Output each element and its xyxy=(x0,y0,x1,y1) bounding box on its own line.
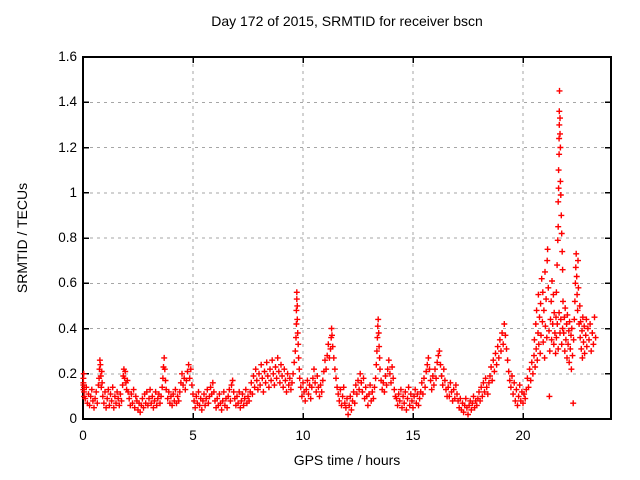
y-tick-label: 1.4 xyxy=(58,94,77,110)
x-tick-label: 15 xyxy=(405,428,421,443)
x-tick-label: 5 xyxy=(189,428,197,443)
plot-border xyxy=(82,56,612,420)
chart-title: Day 172 of 2015, SRMTID for receiver bsc… xyxy=(211,13,483,29)
y-tick-label: 0 xyxy=(69,411,77,426)
y-tick-label: 1.6 xyxy=(58,49,77,64)
data-points-series xyxy=(80,87,599,418)
x-tick-label: 20 xyxy=(515,428,531,443)
x-tick-label: 10 xyxy=(295,428,311,443)
grid-lines xyxy=(83,57,611,419)
y-tick-label: 1 xyxy=(69,184,77,200)
y-tick-label: 0.4 xyxy=(58,320,77,336)
y-tick-label: 0.8 xyxy=(58,230,77,245)
x-tick-label: 0 xyxy=(79,428,87,443)
y-tick-label: 0.6 xyxy=(58,275,77,291)
y-tick-label: 1.2 xyxy=(58,139,77,155)
y-axis-label: SRMTID / TECUs xyxy=(14,182,30,294)
y-tick-label: 0.2 xyxy=(58,365,77,381)
x-axis-label: GPS time / hours xyxy=(293,452,401,468)
